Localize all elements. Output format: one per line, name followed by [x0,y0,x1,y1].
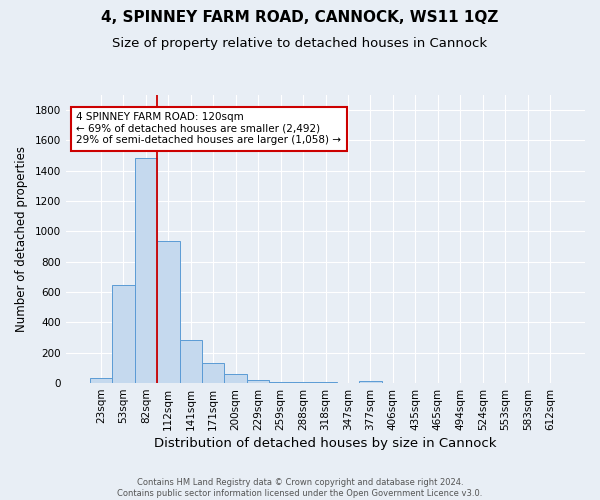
Bar [292,382,314,383]
Bar [112,285,134,383]
Text: Contains HM Land Registry data © Crown copyright and database right 2024.
Contai: Contains HM Land Registry data © Crown c… [118,478,482,498]
Bar [224,374,247,383]
Bar [157,241,179,383]
Text: Size of property relative to detached houses in Cannock: Size of property relative to detached ho… [112,38,488,51]
X-axis label: Distribution of detached houses by size in Cannock: Distribution of detached houses by size … [154,437,497,450]
Bar [359,381,382,383]
Bar [247,380,269,383]
Bar [314,382,337,383]
Y-axis label: Number of detached properties: Number of detached properties [15,146,28,332]
Bar [89,378,112,383]
Text: 4 SPINNEY FARM ROAD: 120sqm
← 69% of detached houses are smaller (2,492)
29% of : 4 SPINNEY FARM ROAD: 120sqm ← 69% of det… [76,112,341,146]
Bar [179,340,202,383]
Bar [269,382,292,383]
Bar [202,364,224,383]
Bar [134,158,157,383]
Text: 4, SPINNEY FARM ROAD, CANNOCK, WS11 1QZ: 4, SPINNEY FARM ROAD, CANNOCK, WS11 1QZ [101,10,499,25]
